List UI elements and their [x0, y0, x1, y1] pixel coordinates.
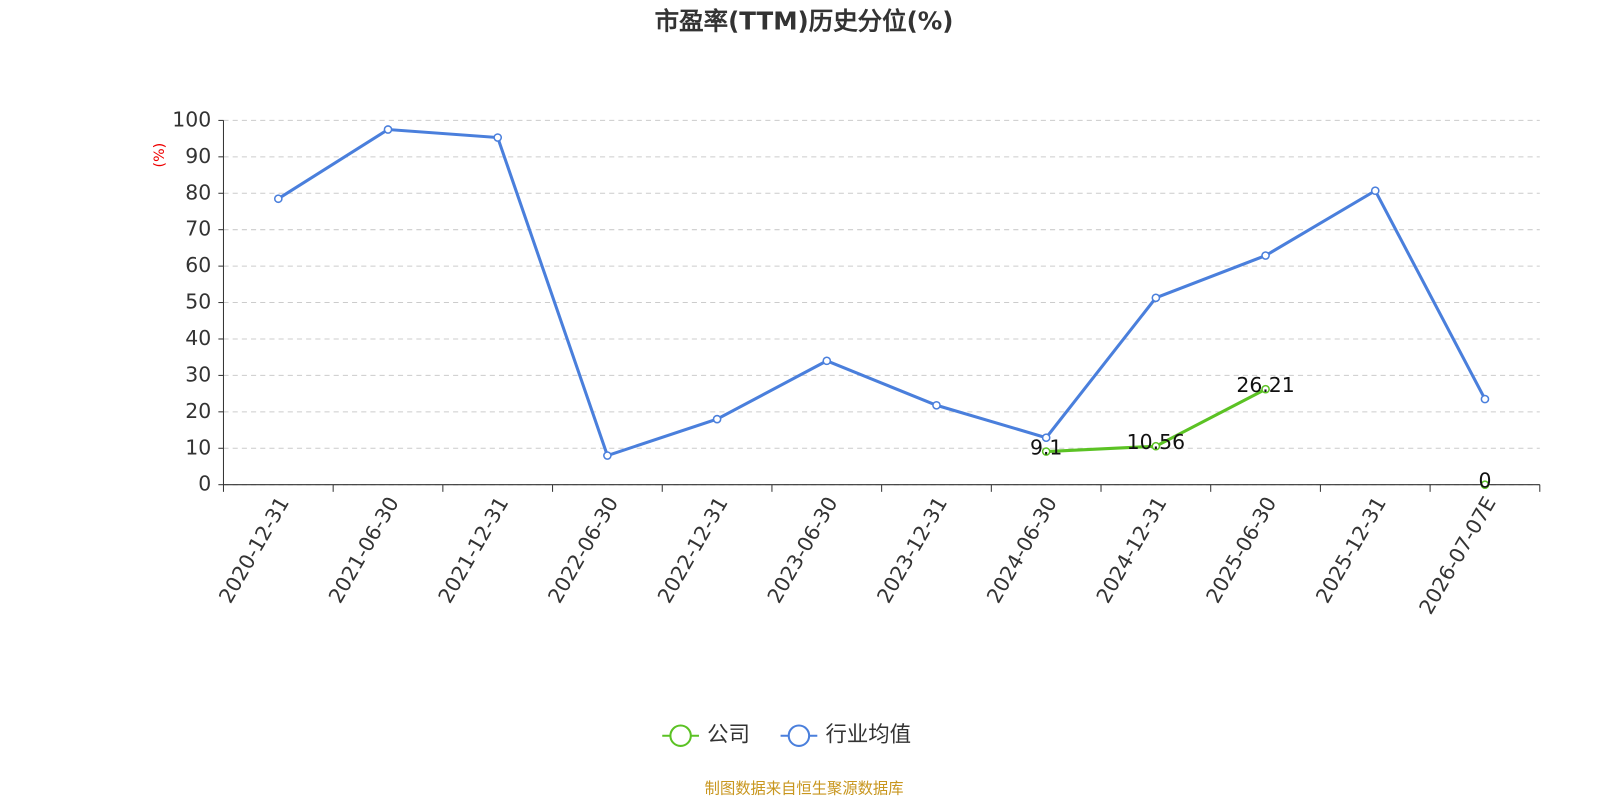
data-point: [383, 125, 393, 134]
chart-title: 市盈率(TTM)历史分位(%): [655, 6, 954, 35]
y-axis-label: (%): [152, 143, 168, 168]
y-tick-label: 30: [185, 362, 211, 386]
data-label: 26.21: [1236, 373, 1294, 397]
x-tick-label: 2026-07-07E: [1414, 492, 1500, 618]
y-tick-label: 80: [185, 180, 211, 204]
legend-marker: [669, 724, 692, 747]
data-point: [1151, 441, 1161, 451]
y-tick-label: 10: [185, 435, 211, 459]
data-point: [1041, 447, 1051, 456]
x-tick-label: 2023-12-31: [872, 492, 952, 607]
data-point: [1261, 251, 1270, 260]
legend-label: 公司: [707, 723, 750, 748]
x-tick-label: 2021-06-30: [324, 492, 404, 607]
series-line: [277, 127, 1487, 458]
data-label: 10.56: [1127, 430, 1185, 454]
y-tick-label: 70: [185, 217, 211, 241]
legend-marker: [787, 724, 811, 747]
data-label: 0: [1478, 469, 1491, 493]
x-tick-label: 2022-06-30: [543, 492, 623, 607]
legend-label: 行业均值: [825, 723, 911, 748]
y-tick-label: 90: [185, 144, 211, 168]
x-tick-label: 2024-06-30: [982, 492, 1062, 607]
y-tick-label: 0: [198, 472, 211, 496]
x-tick-label: 2022-12-31: [653, 492, 733, 607]
y-tick-label: 50: [185, 290, 211, 314]
y-tick-label: 40: [185, 326, 211, 350]
source-note: 制图数据来自恒生聚源数据库: [705, 779, 904, 797]
y-tick-label: 60: [185, 253, 211, 277]
x-tick-label: 2024-12-31: [1091, 492, 1171, 607]
y-tick-label: 100: [172, 107, 211, 131]
data-point: [712, 414, 722, 424]
data-point: [932, 400, 941, 410]
x-tick-label: 2020-12-31: [214, 492, 294, 607]
data-point: [273, 194, 283, 204]
data-point: [1370, 186, 1380, 196]
x-tick-label: 2023-06-30: [762, 492, 842, 607]
data-point: [603, 451, 612, 460]
data-point: [1261, 384, 1270, 394]
y-tick-label: 20: [185, 399, 211, 423]
data-point: [1480, 480, 1490, 490]
data-point: [1151, 293, 1161, 303]
data-point: [493, 133, 503, 142]
x-tick-label: 2025-06-30: [1201, 492, 1281, 607]
data-point: [1480, 394, 1490, 404]
data-point: [822, 356, 832, 366]
x-tick-label: 2021-12-31: [433, 492, 513, 607]
x-tick-label: 2025-12-31: [1311, 492, 1391, 607]
data-point: [1041, 433, 1051, 443]
